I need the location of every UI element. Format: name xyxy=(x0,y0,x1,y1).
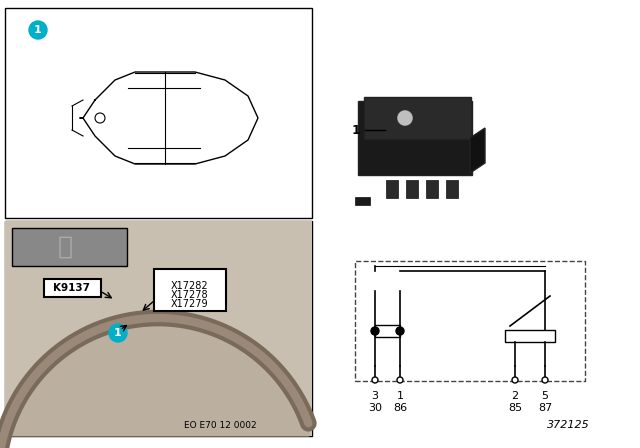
Text: X17282: X17282 xyxy=(171,281,209,291)
Text: 1: 1 xyxy=(397,391,403,401)
Text: 30: 30 xyxy=(368,403,382,413)
Circle shape xyxy=(397,377,403,383)
Text: 85: 85 xyxy=(508,403,522,413)
Circle shape xyxy=(29,21,47,39)
Text: 2: 2 xyxy=(511,391,518,401)
Text: 3: 3 xyxy=(371,391,378,401)
FancyBboxPatch shape xyxy=(358,101,472,175)
Bar xyxy=(375,325,400,337)
Text: 372125: 372125 xyxy=(547,420,590,430)
Circle shape xyxy=(109,324,127,342)
Bar xyxy=(5,221,312,436)
Circle shape xyxy=(512,377,518,383)
FancyBboxPatch shape xyxy=(364,97,471,139)
FancyBboxPatch shape xyxy=(154,269,226,311)
Text: 86: 86 xyxy=(393,403,407,413)
Text: EO E70 12 0002: EO E70 12 0002 xyxy=(184,421,256,430)
Circle shape xyxy=(95,113,105,123)
Text: 1: 1 xyxy=(114,328,122,338)
Text: 87: 87 xyxy=(538,403,552,413)
Bar xyxy=(355,197,370,205)
Text: 🚙: 🚙 xyxy=(58,235,72,259)
Polygon shape xyxy=(470,128,485,173)
Bar xyxy=(355,261,585,381)
Text: K9137: K9137 xyxy=(54,283,90,293)
Text: X17279: X17279 xyxy=(171,299,209,309)
FancyBboxPatch shape xyxy=(44,279,101,297)
Text: X17278: X17278 xyxy=(171,290,209,300)
Circle shape xyxy=(396,327,404,335)
Bar xyxy=(505,330,555,342)
Bar xyxy=(12,228,127,266)
Bar xyxy=(5,8,312,218)
Circle shape xyxy=(397,110,413,126)
Bar xyxy=(386,180,398,198)
Bar xyxy=(446,180,458,198)
Text: 1: 1 xyxy=(351,124,360,137)
Text: 1: 1 xyxy=(34,25,42,35)
Bar xyxy=(426,180,438,198)
Text: 5: 5 xyxy=(541,391,548,401)
Bar xyxy=(5,221,312,436)
Circle shape xyxy=(371,327,379,335)
Bar xyxy=(406,180,418,198)
Circle shape xyxy=(542,377,548,383)
Circle shape xyxy=(372,377,378,383)
